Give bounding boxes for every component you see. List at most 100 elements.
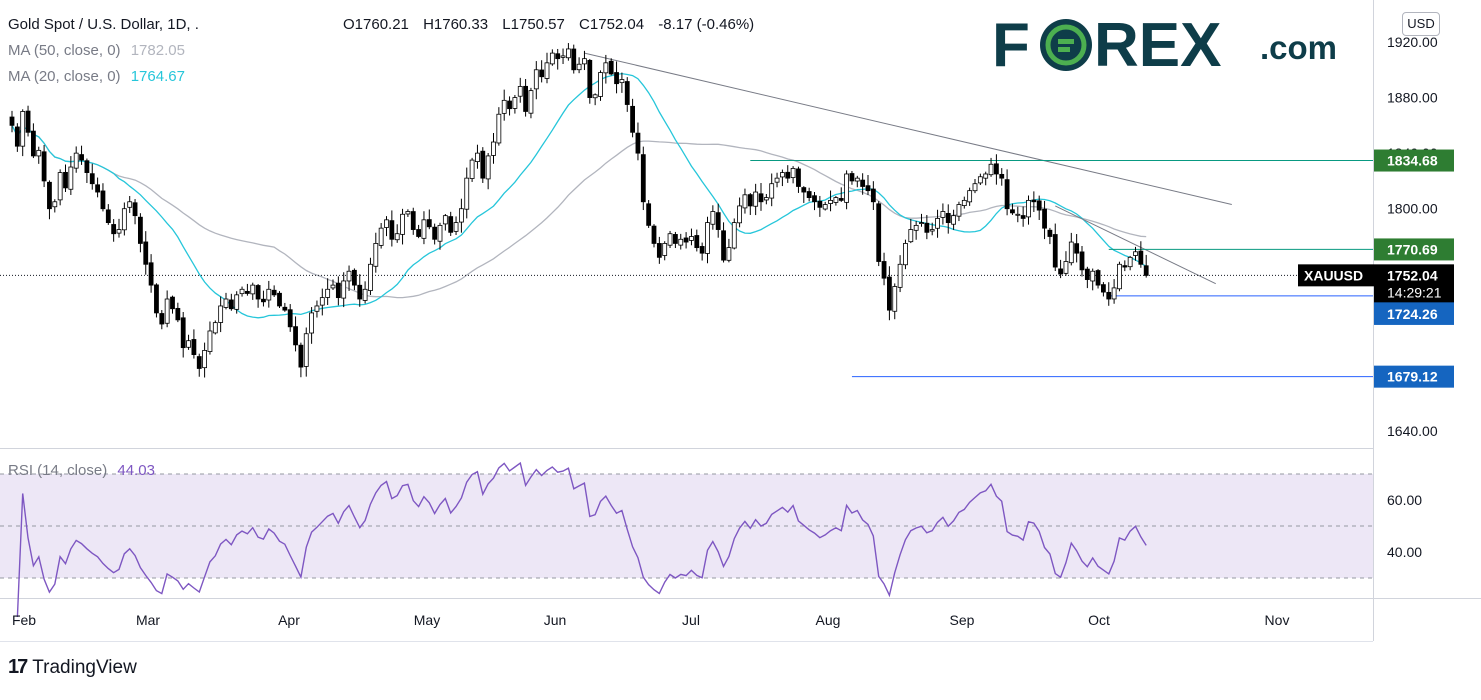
time-tick-label: Aug [816, 612, 841, 628]
candle-up [1117, 263, 1122, 290]
candle-up [127, 201, 133, 208]
candle-up [116, 229, 122, 234]
trendline [584, 52, 1232, 206]
close-value: C1752.04 [579, 16, 645, 33]
rsi-legend[interactable]: RSI (14, close) 44.03 [8, 462, 155, 479]
candle-up [394, 233, 400, 241]
candle-down [41, 151, 47, 182]
candle-down [293, 326, 298, 346]
time-axis[interactable]: Feb Mar Apr May Jun Jul Aug Sep Oct Nov [12, 612, 1290, 628]
price-axis[interactable]: 1920.001880.001840.001800.001640.001834.… [1298, 34, 1454, 560]
candle-up [1127, 256, 1133, 268]
candle-down [228, 299, 234, 310]
candle-down [1004, 179, 1010, 210]
time-tick-label: Nov [1265, 612, 1290, 628]
candle-up [57, 172, 63, 201]
candle-up [496, 113, 502, 144]
candle-down [298, 344, 304, 368]
candle-up [1015, 213, 1021, 216]
candle-down [351, 269, 357, 286]
candle-up [121, 208, 127, 231]
candle-up [763, 197, 769, 201]
candle-up [1090, 270, 1096, 282]
candle-up [731, 222, 737, 249]
candle-down [1074, 243, 1080, 254]
candle-down [507, 100, 512, 110]
time-tick-label: Oct [1088, 612, 1110, 628]
candle-up [822, 204, 828, 210]
price-tick-label: 1920.00 [1387, 34, 1438, 50]
symbol-tag-box [1298, 264, 1374, 287]
candle-up [512, 97, 518, 109]
candle-up [705, 222, 710, 254]
candle-down [785, 171, 791, 179]
level-label-text: 1724.26 [1387, 306, 1438, 322]
ma20-legend[interactable]: MA (20, close, 0) 1764.67 [8, 68, 185, 85]
symbol-title[interactable]: Gold Spot / U.S. Dollar, 1D, . [8, 16, 199, 33]
candle-up [405, 211, 411, 215]
currency-button[interactable]: USD [1402, 12, 1440, 36]
candle-up [437, 224, 443, 242]
price-tick-label: 1800.00 [1387, 201, 1438, 217]
candle-down [137, 216, 143, 244]
candle-up [400, 213, 405, 235]
candle-down [1010, 209, 1015, 214]
candle-down [159, 313, 165, 325]
tradingview-brand[interactable]: 17 TradingView [8, 656, 137, 679]
candle-down [1031, 199, 1037, 203]
ma50-legend[interactable]: MA (50, close, 0) 1782.05 [8, 42, 185, 59]
candle-down [699, 246, 705, 254]
candle-up [833, 197, 839, 203]
candle-down [747, 194, 753, 207]
candle-up [603, 62, 609, 74]
candle-up [560, 55, 566, 58]
candle-up [961, 199, 967, 206]
candle-up [951, 215, 956, 225]
candle-up [576, 63, 582, 71]
current-price-box [1374, 264, 1454, 303]
candle-down [523, 85, 528, 112]
candle-up [667, 233, 673, 246]
candle-down [95, 184, 100, 193]
candle-down [865, 185, 871, 192]
candle-up [935, 218, 940, 229]
candle-up [619, 79, 625, 84]
candle-down [624, 81, 630, 105]
forex-logo-mark: F REX [992, 11, 1221, 78]
candle-down [860, 179, 866, 187]
candle-up [346, 270, 352, 282]
candle-down [389, 220, 395, 240]
candle-down [1138, 250, 1144, 265]
candle-up [678, 238, 684, 246]
candle-down [261, 298, 266, 303]
candle-down [945, 212, 951, 224]
candle-down [1036, 200, 1042, 211]
candle-up [239, 288, 245, 295]
candle-down [335, 282, 341, 299]
candle-up [491, 141, 496, 156]
svg-text:F: F [992, 11, 1030, 78]
candle-down [79, 154, 84, 161]
low-value: L1750.57 [502, 16, 565, 33]
candle-up [1133, 251, 1138, 256]
candle-up [854, 177, 860, 182]
candle-down [994, 163, 999, 175]
candle-up [314, 305, 320, 312]
candle-up [742, 194, 748, 209]
candle-up [421, 219, 427, 239]
candle-down [255, 285, 261, 300]
candle-down [1020, 215, 1026, 219]
candle-down [694, 235, 700, 249]
candle-up [897, 263, 903, 288]
rsi-line-path [16, 461, 1147, 618]
candle-down [608, 60, 614, 75]
candle-up [972, 183, 978, 192]
ma50-value: 1782.05 [130, 42, 185, 59]
candle-down [801, 187, 807, 193]
candle-up [341, 280, 347, 299]
rsi-band-fill [0, 474, 1373, 578]
candle-down [1047, 229, 1053, 237]
price-tick-label: 1640.00 [1387, 423, 1438, 439]
